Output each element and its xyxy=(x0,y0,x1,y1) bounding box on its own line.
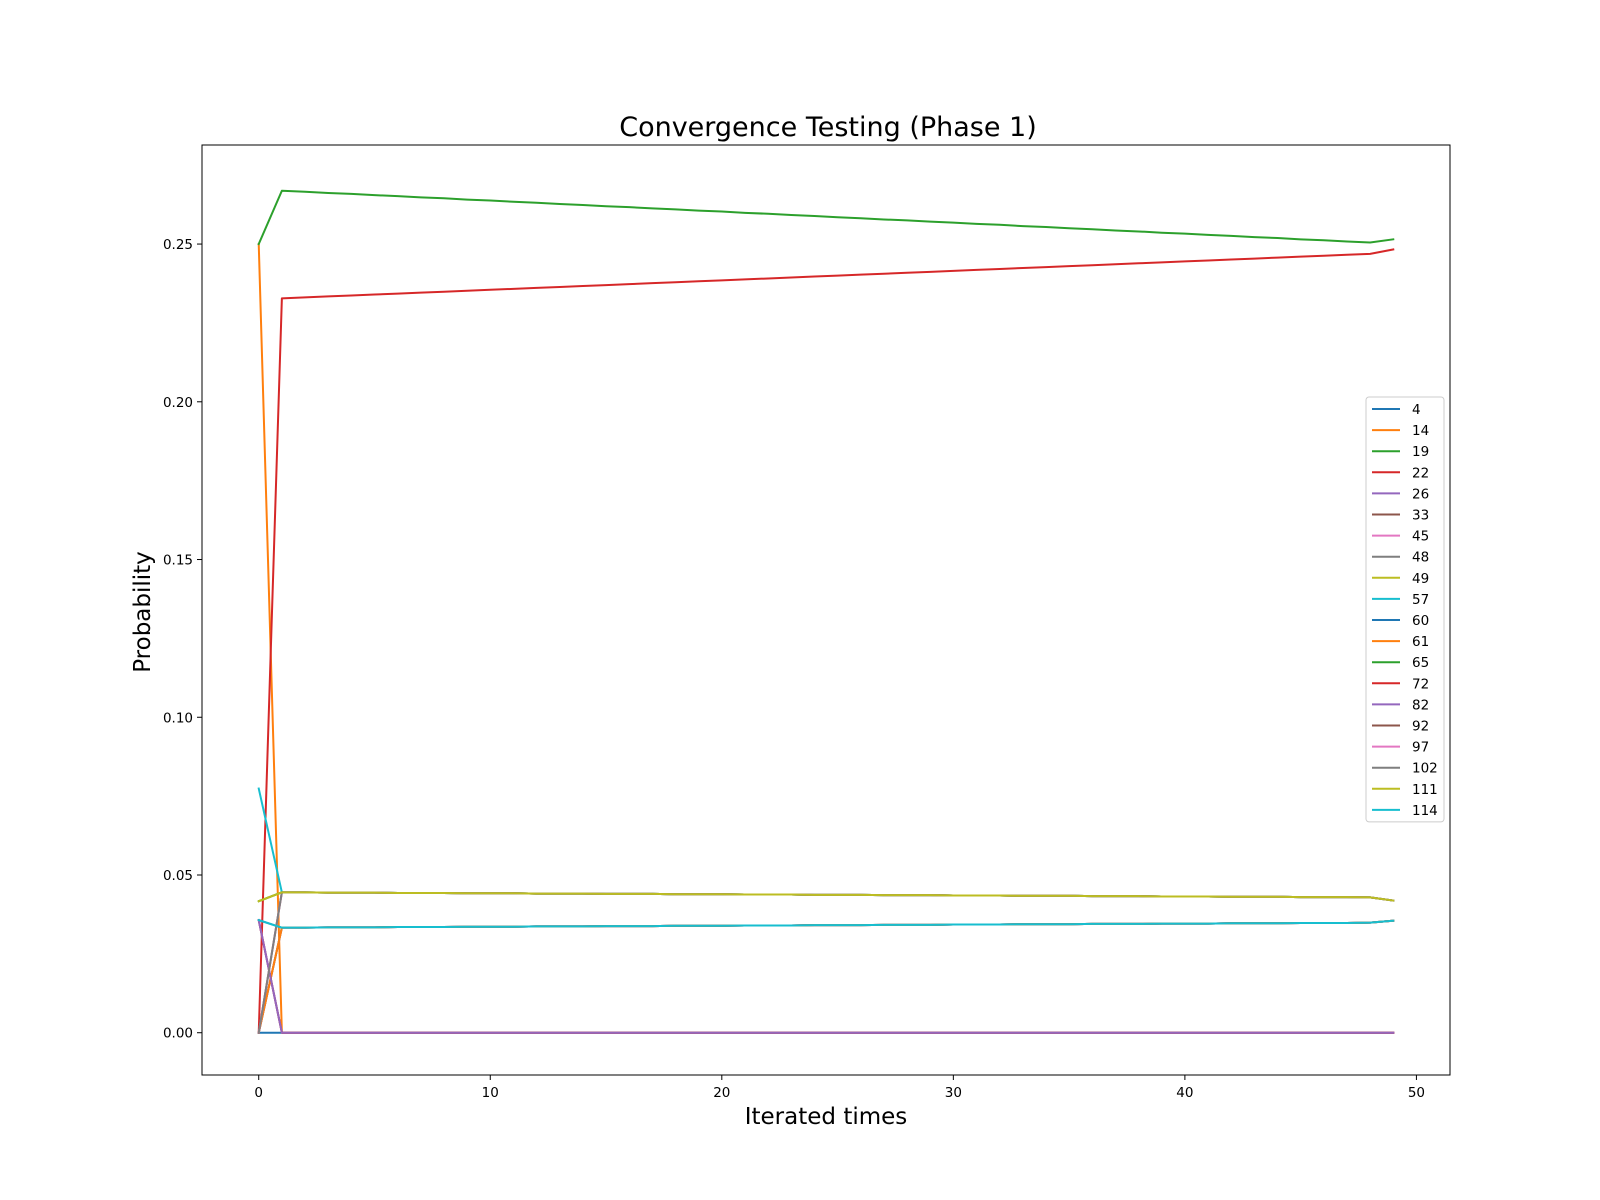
x-axis-label: Iterated times xyxy=(745,1104,908,1130)
series-line-22 xyxy=(257,248,1395,1034)
legend-label-19: 19 xyxy=(1412,444,1429,460)
x-tick-label: 50 xyxy=(1408,1085,1425,1101)
legend-label-45: 45 xyxy=(1412,529,1429,545)
legend-label-92: 92 xyxy=(1412,719,1429,735)
legend-label-65: 65 xyxy=(1412,655,1429,671)
legend-label-111: 111 xyxy=(1412,782,1438,798)
legend-label-82: 82 xyxy=(1412,697,1429,713)
x-tick-label: 10 xyxy=(482,1085,499,1101)
legend-label-22: 22 xyxy=(1412,465,1429,481)
series-line-111 xyxy=(257,891,1395,903)
y-tick-label: 0.10 xyxy=(163,710,193,726)
x-tick-label: 0 xyxy=(254,1085,263,1101)
legend-label-33: 33 xyxy=(1412,508,1429,524)
legend-label-61: 61 xyxy=(1412,634,1429,650)
y-tick-label: 0.05 xyxy=(163,868,193,884)
x-tick-label: 40 xyxy=(1176,1085,1193,1101)
legend-label-4: 4 xyxy=(1412,402,1421,418)
y-axis-ticks: 0.00 0.05 0.10 0.15 0.20 0.25 xyxy=(163,237,202,1042)
y-axis-label: Probability xyxy=(130,551,156,673)
chart-title: Convergence Testing (Phase 1) xyxy=(619,112,1037,143)
y-tick-label: 0.20 xyxy=(163,395,193,411)
legend-label-14: 14 xyxy=(1412,423,1429,439)
series-layer xyxy=(257,189,1395,1034)
legend: 4 14 19 22 26 33 45 48 49 57 60 61 65 72 82 92 97 102 111 1… xyxy=(1365,396,1445,823)
legend-label-48: 48 xyxy=(1412,550,1429,566)
legend-label-60: 60 xyxy=(1412,613,1429,629)
y-tick-label: 0.15 xyxy=(163,553,193,569)
series-line-82 xyxy=(257,918,1395,1034)
x-axis-ticks: 0 10 20 30 40 50 xyxy=(254,1075,1425,1101)
x-tick-label: 20 xyxy=(713,1085,730,1101)
legend-label-102: 102 xyxy=(1412,761,1438,777)
y-tick-label: 0.25 xyxy=(163,237,193,253)
legend-label-72: 72 xyxy=(1412,676,1429,692)
legend-label-97: 97 xyxy=(1412,740,1429,756)
legend-label-114: 114 xyxy=(1412,803,1438,819)
legend-label-26: 26 xyxy=(1412,486,1429,502)
plot-area-frame xyxy=(201,144,1451,1076)
legend-box xyxy=(1365,396,1445,823)
legend-label-57: 57 xyxy=(1412,592,1429,608)
series-line-19 xyxy=(257,189,1395,246)
legend-label-49: 49 xyxy=(1412,571,1429,587)
y-tick-label: 0.00 xyxy=(163,1026,193,1042)
series-line-114 xyxy=(257,918,1395,929)
x-tick-label: 30 xyxy=(945,1085,962,1101)
